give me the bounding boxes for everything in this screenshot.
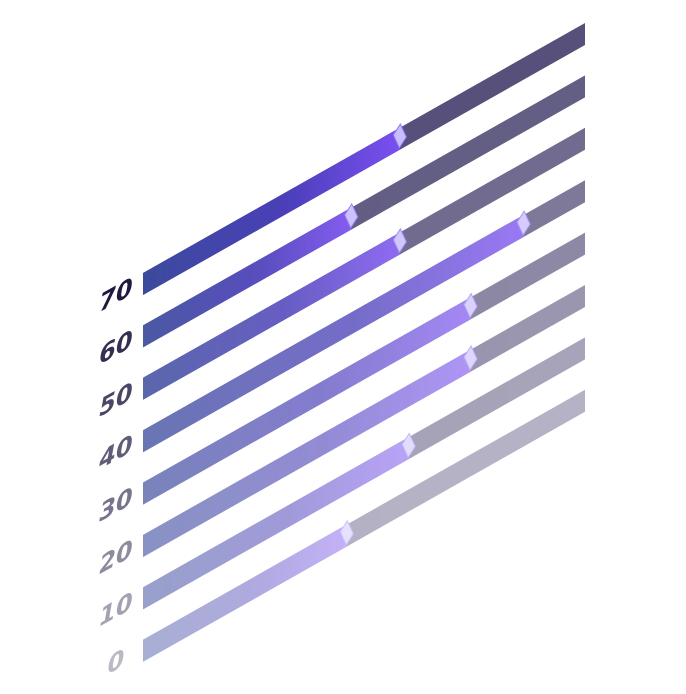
- progress-fill: [143, 437, 409, 610]
- progress-row: [143, 285, 585, 557]
- progress-knob: [344, 202, 359, 229]
- progress-row: [143, 232, 585, 505]
- progress-fill: [143, 524, 347, 662]
- progress-fill: [143, 207, 351, 348]
- category-label: 40: [98, 429, 132, 476]
- category-label: 20: [99, 534, 132, 580]
- progress-knob: [463, 292, 478, 319]
- progress-fill: [143, 297, 471, 505]
- progress-row: [143, 127, 585, 400]
- category-label: 10: [99, 587, 132, 633]
- progress-row: [143, 389, 585, 662]
- category-label: 70: [99, 272, 132, 318]
- progress-fill: [143, 232, 400, 400]
- progress-row: [143, 337, 585, 610]
- progress-knob: [463, 344, 478, 372]
- progress-fill: [143, 350, 471, 557]
- progress-row: [143, 75, 585, 348]
- category-label: 60: [99, 325, 132, 371]
- progress-fill: [143, 215, 524, 453]
- progress-knob: [401, 432, 416, 459]
- category-label: 50: [99, 377, 132, 423]
- category-label: 0: [108, 644, 125, 681]
- progress-row: [143, 180, 585, 453]
- progress-knob: [339, 519, 354, 546]
- progress-knob: [392, 227, 407, 254]
- category-label: 30: [99, 482, 132, 528]
- progress-knob: [392, 122, 407, 150]
- progress-row: [143, 23, 585, 295]
- progress-knob: [516, 210, 531, 237]
- progress-fill: [143, 128, 400, 295]
